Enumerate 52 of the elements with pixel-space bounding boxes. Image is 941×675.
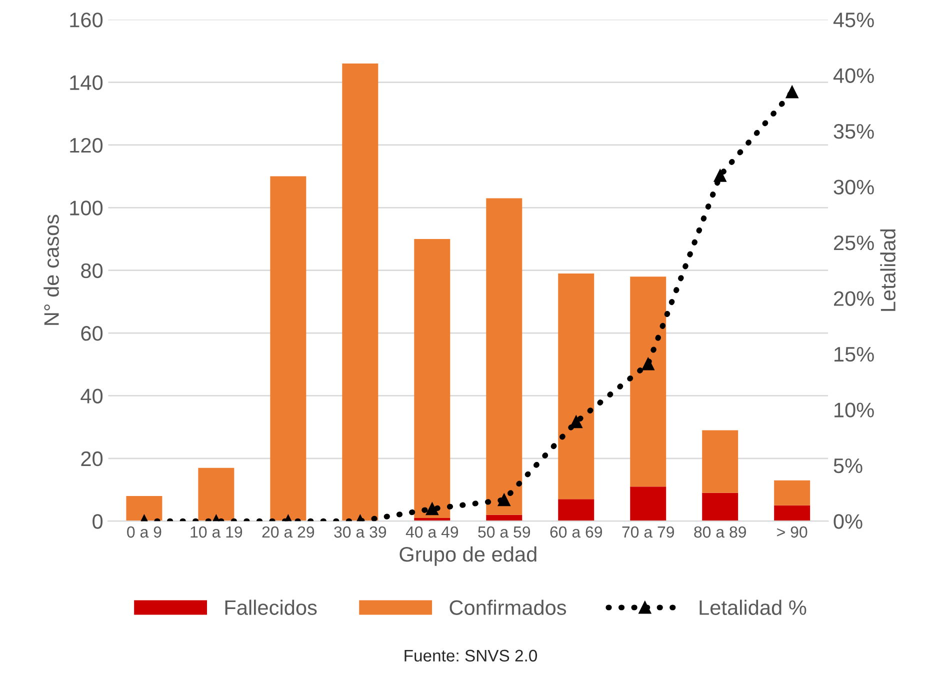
bar [630, 276, 666, 487]
y2-tick-label: 0% [834, 514, 862, 529]
y2-tick-label: 25% [834, 235, 874, 250]
bar [558, 273, 594, 500]
y-tick-label: 140 [70, 75, 103, 90]
y-tick-label: 60 [81, 326, 103, 341]
legend-label: Letalidad % [700, 600, 806, 616]
y-tick-label: 40 [80, 388, 103, 404]
bar [774, 505, 810, 522]
x-tick-label: 60 a 69 [550, 526, 602, 538]
y-axis-title: N° de casos [44, 214, 59, 325]
y-tick-label: 0 [92, 514, 103, 529]
y2-tick-label: 40% [833, 68, 874, 84]
y-tick-label: 80 [81, 263, 103, 278]
bar [342, 63, 378, 522]
bar [702, 430, 738, 493]
y2-axis-title: Letalidad [880, 229, 896, 311]
x-tick-label: 10 a 19 [190, 526, 242, 538]
source-note: Fuente: SNVS 2.0 [404, 650, 538, 662]
x-tick-label: 70 a 79 [622, 526, 674, 538]
x-tick-label: 40 a 49 [406, 526, 458, 538]
bar [702, 492, 738, 522]
y-tick-label: 120 [70, 138, 103, 153]
point [786, 86, 798, 98]
y2-tick-label: 20% [834, 291, 874, 306]
y-tick-label: 100 [70, 200, 103, 216]
bar [270, 176, 306, 522]
y-tick-label: 160 [70, 12, 103, 28]
bar [774, 480, 810, 506]
y2-tick-label: 10% [834, 402, 874, 418]
y-tick-label: 20 [81, 451, 103, 466]
y2-tick-label: 30% [834, 180, 874, 195]
bar [198, 468, 234, 522]
legend-label: Confirmados [450, 600, 566, 616]
x-tick-label: > 90 [777, 526, 808, 538]
bar [630, 486, 666, 522]
x-tick-label: 20 a 29 [262, 526, 314, 538]
x-tick-label: 80 a 89 [694, 526, 746, 538]
y2-tick-label: 45% [833, 12, 874, 28]
y2-tick-label: 15% [834, 347, 874, 362]
bar [414, 238, 450, 518]
y2-tick-label: 35% [834, 124, 874, 139]
point [714, 169, 726, 182]
bar [126, 496, 162, 522]
legend-label: Fallecidos [225, 600, 317, 616]
y2-tick-label: 5% [834, 458, 862, 474]
bar [558, 499, 594, 522]
bar [486, 198, 522, 515]
x-tick-label: 0 a 9 [127, 526, 162, 538]
x-tick-label: 50 a 59 [478, 526, 530, 538]
x-axis-title: Grupo de edad [400, 546, 536, 566]
x-tick-label: 30 a 39 [334, 526, 386, 538]
